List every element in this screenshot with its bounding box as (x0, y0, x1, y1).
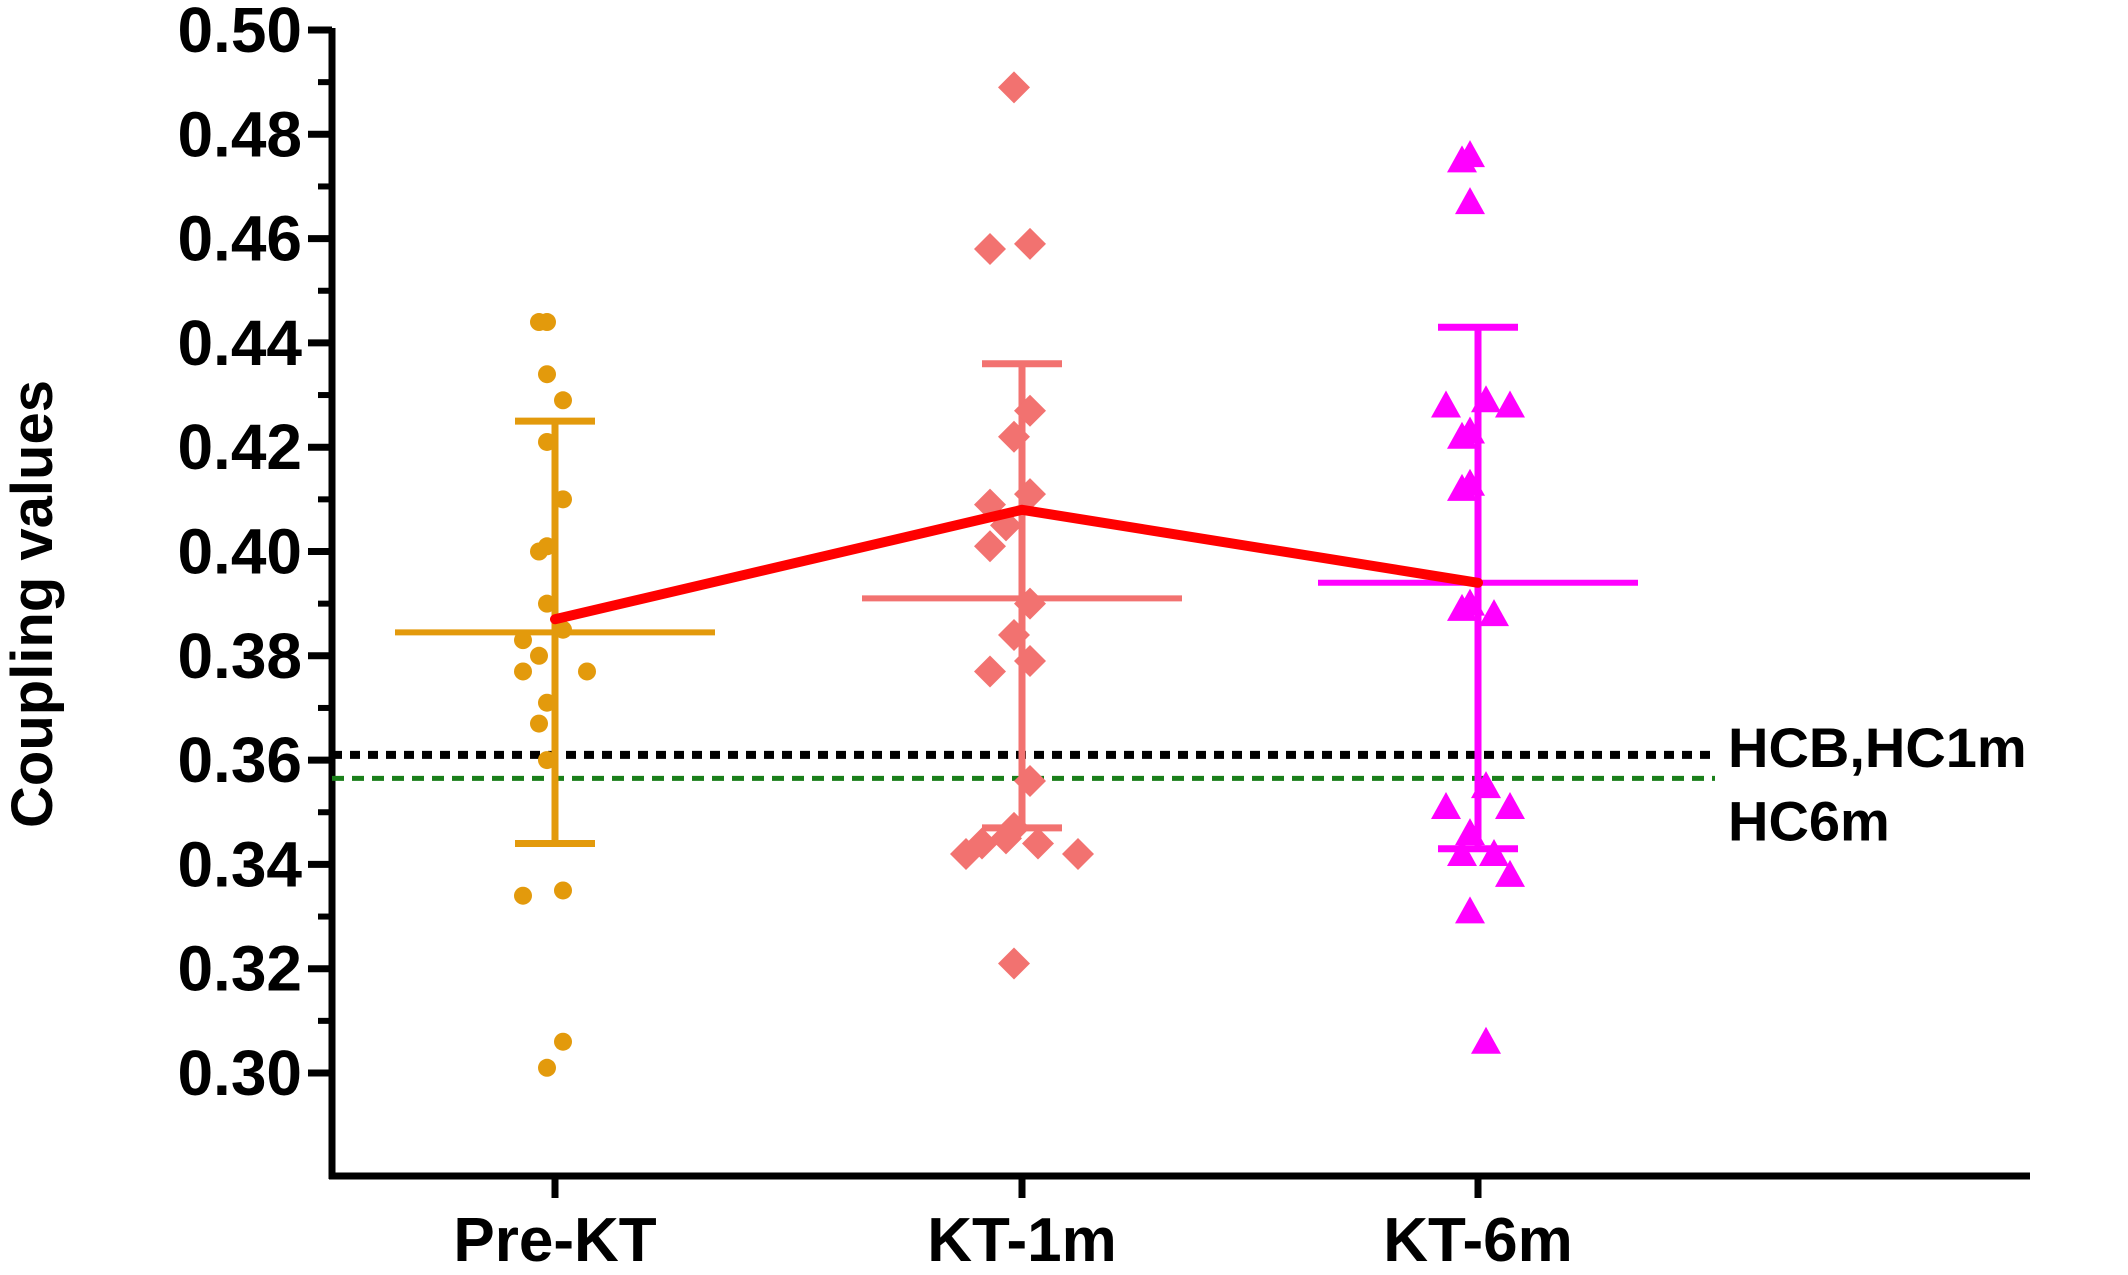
y-tick-label: 0.32 (177, 933, 302, 1005)
data-point (990, 822, 1022, 855)
data-point (1447, 145, 1477, 173)
data-point (538, 594, 556, 613)
data-point (1455, 187, 1485, 215)
data-point (1455, 818, 1485, 846)
data-point (1471, 771, 1501, 799)
y-tick-label: 0.34 (177, 828, 302, 900)
data-point (974, 530, 1006, 563)
reference-line-label: HCB,HC1m (1728, 716, 2027, 779)
y-tick-label: 0.36 (177, 724, 302, 796)
data-point (1014, 764, 1046, 797)
data-point (538, 693, 556, 712)
data-point (538, 751, 556, 770)
trend-layer (550, 504, 1483, 625)
data-point (514, 886, 532, 905)
data-point (538, 365, 556, 384)
data-point (1471, 385, 1501, 413)
data-point (514, 631, 532, 650)
data-point (1447, 838, 1477, 866)
x-axis: Pre-KT KT-1m KT-6m (329, 1172, 2030, 1275)
data-point (998, 947, 1030, 980)
data-point (538, 1058, 556, 1077)
data-point (1495, 792, 1525, 820)
data-point (554, 391, 572, 410)
data-point (1014, 587, 1046, 620)
data-point (974, 655, 1006, 688)
y-axis-title: Coupling values (0, 380, 65, 828)
y-tick-label: 0.42 (177, 411, 302, 483)
y-axis: 0.30 0.32 0.34 0.36 0.38 0.40 0.42 0.44 0.46 0.48… (177, 0, 336, 1179)
data-point (950, 837, 982, 870)
series-Pre-KT (395, 313, 715, 1077)
data-point (1014, 394, 1046, 427)
y-tick-label: 0.50 (177, 0, 302, 66)
data-point (1447, 473, 1477, 501)
data-point (538, 432, 556, 451)
y-tick-label: 0.30 (177, 1037, 302, 1109)
data-point (554, 1032, 572, 1051)
data-point (554, 490, 572, 509)
x-tick-label: KT-6m (1383, 1206, 1572, 1275)
data-point (1014, 478, 1046, 511)
data-point (514, 662, 532, 681)
data-point (1014, 645, 1046, 678)
data-point (1431, 792, 1461, 820)
data-point (998, 618, 1030, 651)
data-point (1495, 859, 1525, 887)
data-point (998, 420, 1030, 453)
data-point (554, 620, 572, 639)
data-point (554, 881, 572, 900)
y-tick-label: 0.44 (177, 307, 302, 379)
data-point (974, 233, 1006, 266)
data-point (530, 542, 548, 561)
data-point (1447, 593, 1477, 621)
data-point (1471, 1026, 1501, 1054)
x-tick-label: Pre-KT (453, 1206, 656, 1275)
data-point (578, 662, 596, 681)
series-KT-6m (1318, 140, 1638, 1054)
data-point (530, 313, 548, 332)
reference-lines: HCB,HC1m HC6m (332, 716, 2027, 852)
data-point (1495, 390, 1525, 418)
data-point (530, 714, 548, 733)
x-tick-label: KT-1m (927, 1206, 1116, 1275)
data-point (998, 71, 1030, 104)
data-point (1479, 838, 1509, 866)
data-point (1447, 421, 1477, 449)
y-tick-label: 0.48 (177, 98, 302, 170)
data-point (1062, 837, 1094, 870)
data-point (1455, 896, 1485, 924)
y-tick-label: 0.40 (177, 516, 302, 588)
data-point (1431, 390, 1461, 418)
data-point (1479, 599, 1509, 627)
data-point (1014, 227, 1046, 260)
series-layer (395, 71, 1638, 1077)
trend-line (550, 504, 1483, 625)
reference-line-label: HC6m (1728, 789, 1890, 852)
y-tick-label: 0.46 (177, 203, 302, 275)
data-point (1022, 827, 1054, 860)
series-KT-1m (862, 71, 1182, 980)
data-point (530, 646, 548, 665)
y-tick-label: 0.38 (177, 620, 302, 692)
